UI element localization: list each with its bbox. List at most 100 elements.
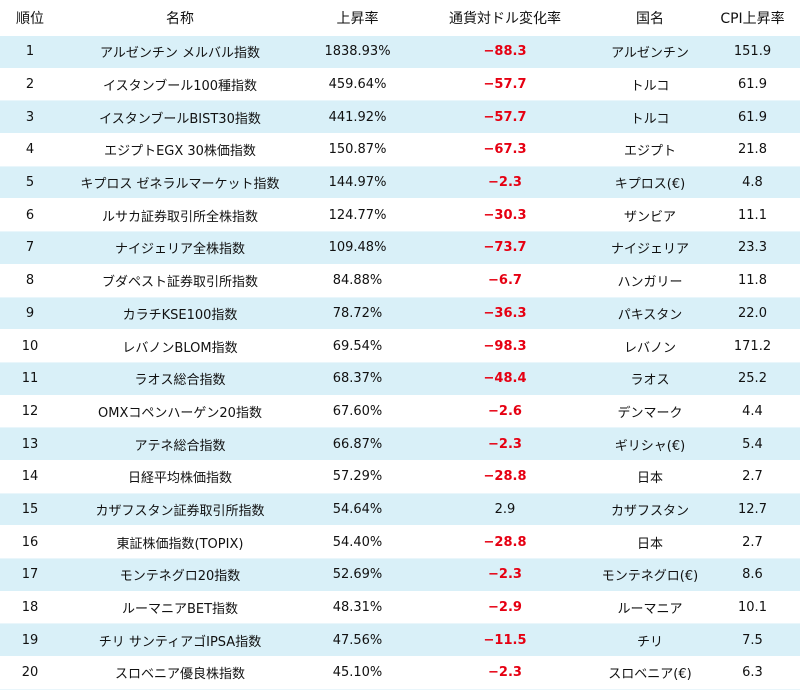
rank-cell: 2 [0,68,60,102]
fx-change-cell: −28.8 [415,525,595,559]
index-name-cell: アテネ総合指数 [60,427,300,461]
rank-cell: 8 [0,264,60,298]
rise-rate-cell: 84.88% [300,264,415,298]
country-cell: ザンビア [595,198,705,233]
rise-rate-cell: 68.37% [300,362,415,396]
fx-change-cell: −73.7 [415,231,595,265]
table-row: 11 ラオス総合指数 68.37% −48.4 ラオス 25.2 [0,362,800,396]
cpi-rate-cell: 8.6 [705,558,800,592]
rank-cell: 1 [0,36,60,69]
table-row: 4 エジプトEGX 30株価指数 150.87% −67.3 エジプト 21.8 [0,133,800,167]
rank-cell: 15 [0,493,60,527]
table-row: 10 レバノンBLOM指数 69.54% −98.3 レバノン 171.2 [0,329,800,363]
index-name-cell: 日経平均株価指数 [60,460,300,494]
table-row: 14 日経平均株価指数 57.29% −28.8 日本 2.7 [0,460,800,494]
table-row: 3 イスタンブールBIST30指数 441.92% −57.7 トルコ 61.9 [0,100,800,135]
country-cell: レバノン [595,329,705,363]
cpi-rate-cell: 11.8 [705,264,800,298]
cpi-rate-cell: 10.1 [705,591,800,625]
table-row: 5 キプロス ゼネラルマーケット指数 144.97% −2.3 キプロス(€) 4.8 [0,166,800,200]
country-cell: ギリシャ(€) [595,427,705,461]
cpi-rate-cell: 23.3 [705,231,800,265]
rise-rate-cell: 459.64% [300,68,415,102]
index-name-cell: 東証株価指数(TOPIX) [60,525,300,559]
table-row: 16 東証株価指数(TOPIX) 54.40% −28.8 日本 2.7 [0,525,800,559]
cpi-rate-cell: 4.4 [705,395,800,429]
table-row: 6 ルサカ証券取引所全株指数 124.77% −30.3 ザンビア 11.1 [0,198,800,233]
rank-cell: 4 [0,133,60,167]
cpi-rate-cell: 22.0 [705,297,800,331]
rank-cell: 18 [0,591,60,625]
header-name: 名称 [166,11,194,27]
index-name-cell: チリ サンティアゴIPSA指数 [60,623,300,658]
index-name-cell: エジプトEGX 30株価指数 [60,133,300,167]
header-rise: 上昇率 [336,11,379,27]
fx-change-cell: −2.3 [415,166,595,200]
rise-rate-cell: 144.97% [300,166,415,200]
cpi-rate-cell: 7.5 [705,623,800,658]
rank-cell: 19 [0,623,60,658]
cpi-rate-cell: 5.4 [705,427,800,461]
country-cell: デンマーク [595,395,705,429]
cpi-rate-cell: 61.9 [705,100,800,135]
rank-cell: 9 [0,297,60,331]
table-row: 7 ナイジェリア全株指数 109.48% −73.7 ナイジェリア 23.3 [0,231,800,265]
rise-rate-cell: 54.40% [300,525,415,559]
country-cell: ルーマニア [595,591,705,625]
index-name-cell: カザフスタン証券取引所指数 [60,493,300,527]
fx-change-cell: −36.3 [415,297,595,331]
cpi-rate-cell: 2.7 [705,525,800,559]
country-cell: チリ [595,623,705,658]
index-name-cell: ブダペスト証券取引所指数 [60,264,300,298]
table-row: 9 カラチKSE100指数 78.72% −36.3 パキスタン 22.0 [0,297,800,331]
index-name-cell: ルーマニアBET指数 [60,591,300,625]
country-cell: パキスタン [595,297,705,331]
rise-rate-cell: 52.69% [300,558,415,592]
header-fx-change: 通貨対ドル変化率 [449,11,561,27]
table-row: 2 イスタンブール100種指数 459.64% −57.7 トルコ 61.9 [0,68,800,102]
country-cell: モンテネグロ(€) [595,558,705,592]
rank-cell: 17 [0,558,60,592]
country-cell: アルゼンチン [595,36,705,69]
rise-rate-cell: 441.92% [300,100,415,135]
index-name-cell: カラチKSE100指数 [60,297,300,331]
index-name-cell: ラオス総合指数 [60,362,300,396]
index-name-cell: イスタンブール100種指数 [60,68,300,102]
fx-change-cell: −57.7 [415,100,595,135]
country-cell: ハンガリー [595,264,705,298]
country-cell: エジプト [595,133,705,167]
rank-cell: 10 [0,329,60,363]
rank-cell: 7 [0,231,60,265]
fx-change-cell: −88.3 [415,36,595,69]
header-country: 国名 [636,11,664,27]
index-name-cell: モンテネグロ20指数 [60,558,300,592]
cpi-rate-cell: 11.1 [705,198,800,233]
table-header: 順位 名称 上昇率 通貨対ドル変化率 国名 CPI上昇率 [0,0,800,36]
rank-cell: 3 [0,100,60,135]
country-cell: 日本 [595,525,705,559]
fx-change-cell: −28.8 [415,460,595,494]
country-cell: ラオス [595,362,705,396]
index-name-cell: アルゼンチン メルバル指数 [60,36,300,69]
rank-cell: 12 [0,395,60,429]
country-cell: 日本 [595,460,705,494]
header-cpi: CPI上昇率 [720,11,785,27]
cpi-rate-cell: 171.2 [705,329,800,363]
rise-rate-cell: 54.64% [300,493,415,527]
rise-rate-cell: 78.72% [300,297,415,331]
rise-rate-cell: 67.60% [300,395,415,429]
rise-rate-cell: 47.56% [300,623,415,658]
rise-rate-cell: 48.31% [300,591,415,625]
fx-change-cell: −11.5 [415,623,595,658]
country-cell: ナイジェリア [595,231,705,265]
index-name-cell: ルサカ証券取引所全株指数 [60,198,300,233]
rank-cell: 6 [0,198,60,233]
rank-cell: 11 [0,362,60,396]
fx-change-cell: −2.9 [415,591,595,625]
country-cell: キプロス(€) [595,166,705,200]
country-cell: トルコ [595,100,705,135]
cpi-rate-cell: 21.8 [705,133,800,167]
country-cell: カザフスタン [595,493,705,527]
cpi-rate-cell: 151.9 [705,36,800,69]
